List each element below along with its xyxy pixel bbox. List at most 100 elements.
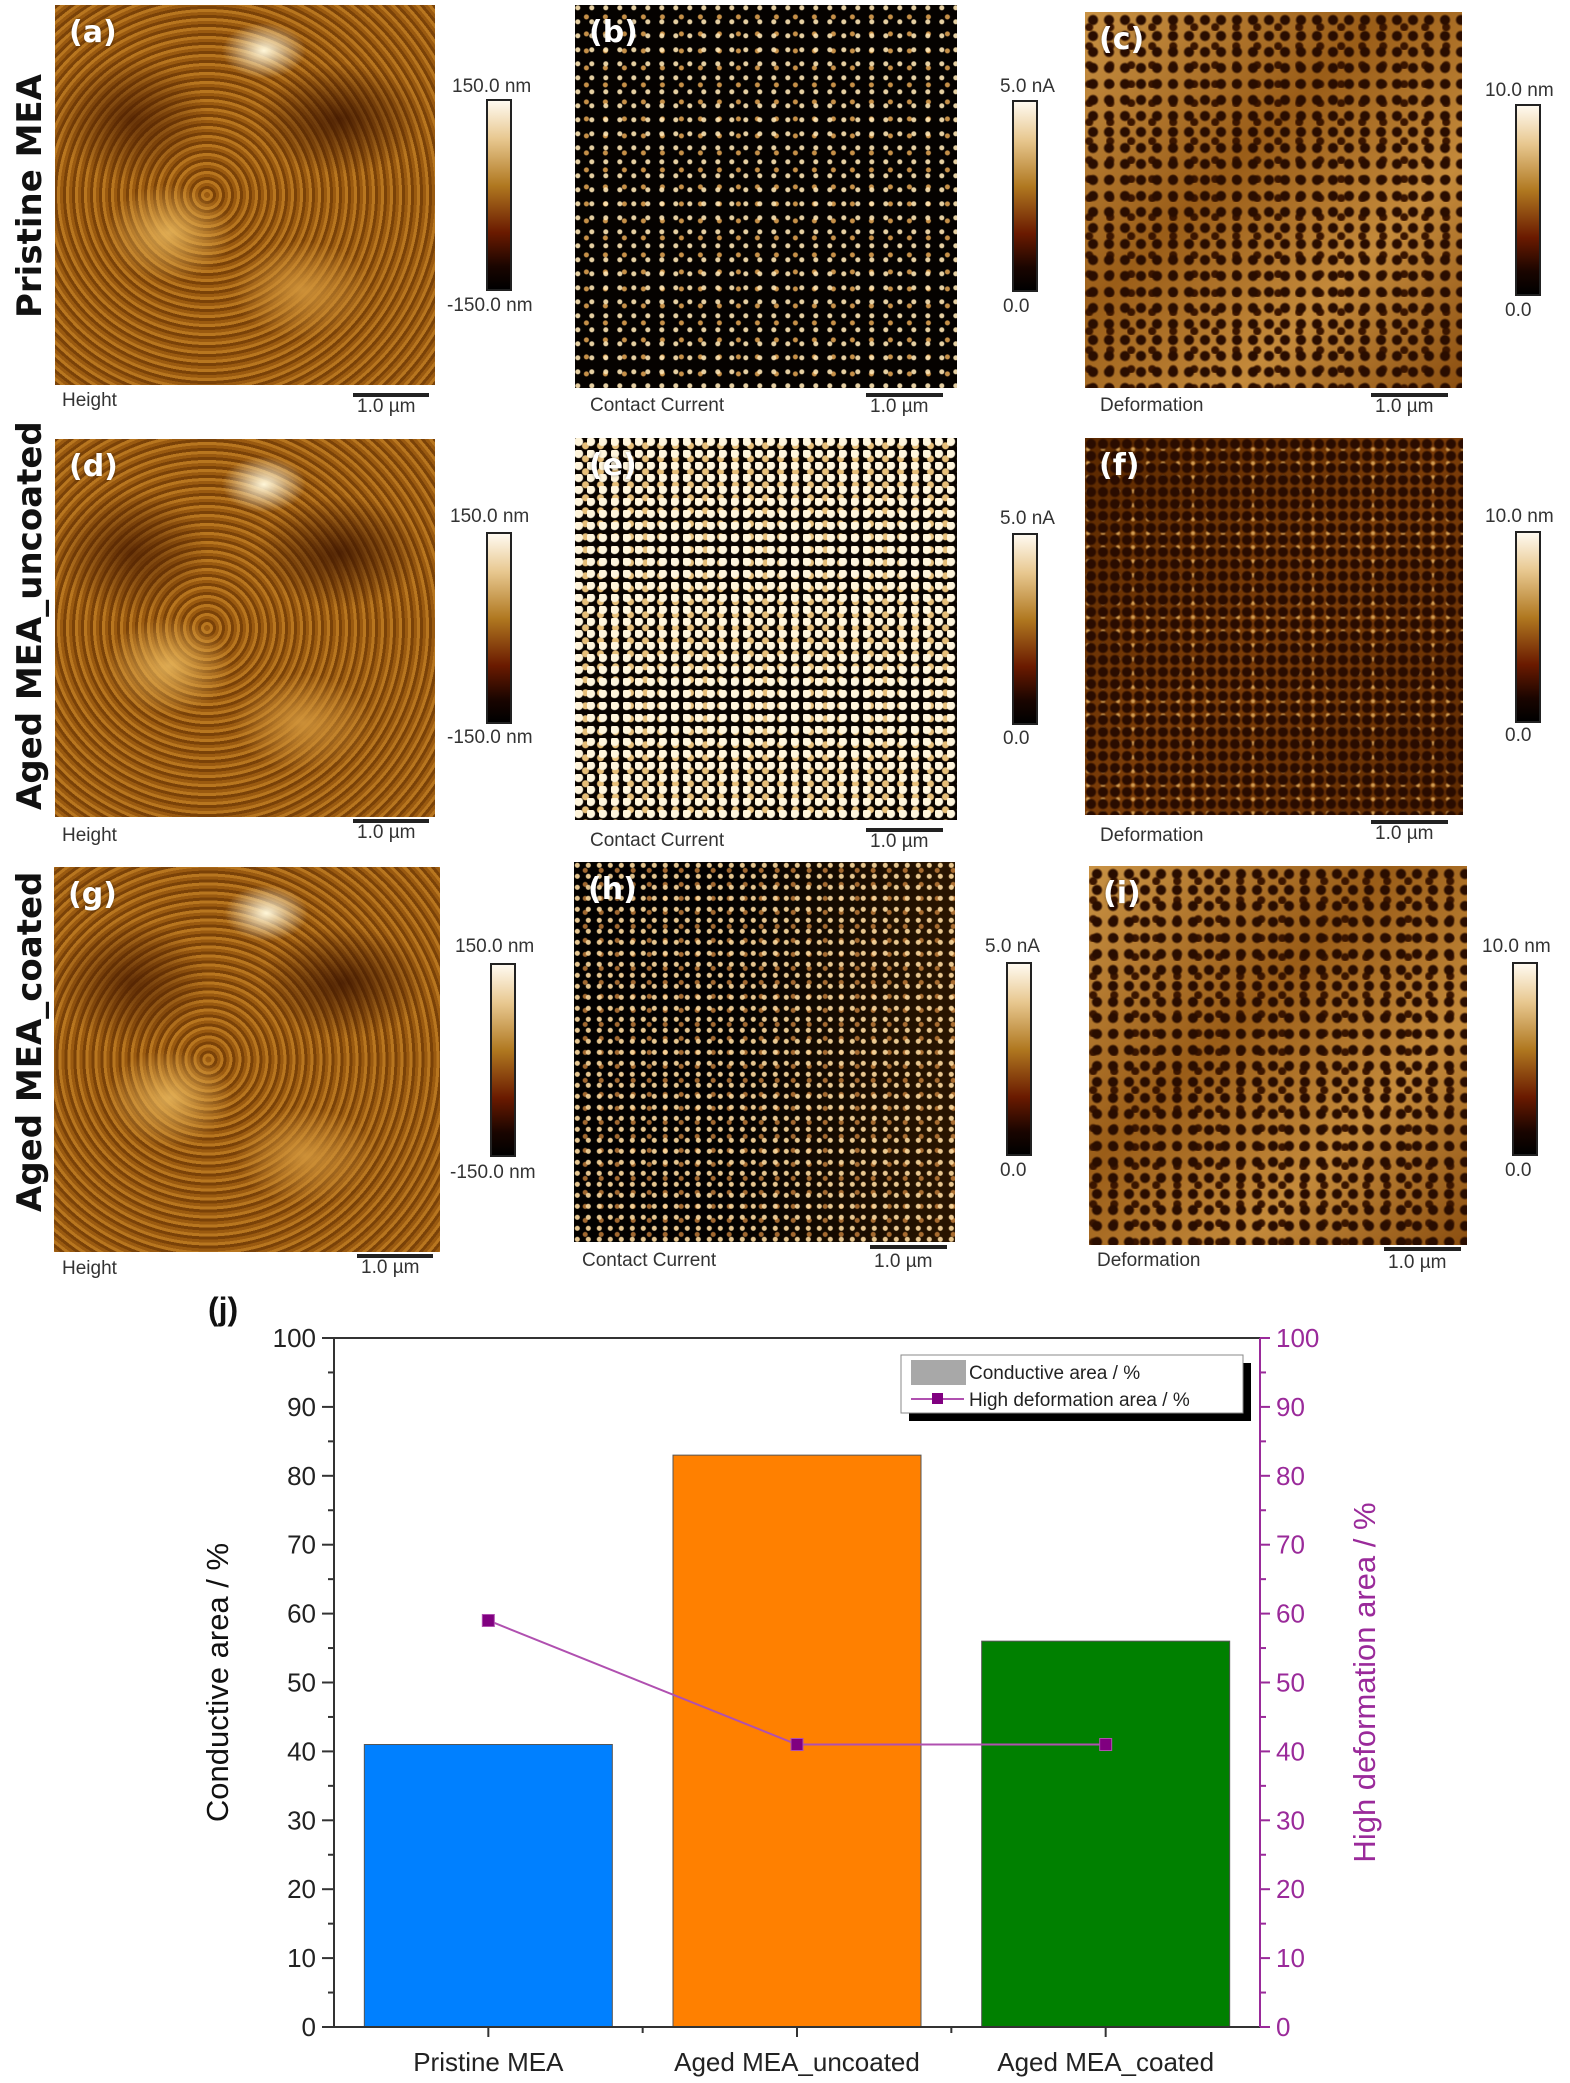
scale-label: 1.0 µm [357, 396, 416, 417]
y2-tick-label: 70 [1276, 1530, 1305, 1560]
scale-label: 1.0 µm [361, 1257, 420, 1278]
line-marker-3 [1099, 1738, 1113, 1752]
channel-label: Height [62, 390, 117, 411]
y-tick-label: 80 [287, 1461, 316, 1491]
line-marker-2 [790, 1738, 804, 1752]
y2-tick-label: 80 [1276, 1461, 1305, 1491]
row-label-aged-uncoated: Aged MEA_uncoated [10, 421, 50, 810]
y-tick-label: 40 [287, 1736, 316, 1766]
y-tick-label: 50 [287, 1668, 316, 1698]
panel-letter: (c) [1099, 22, 1145, 57]
afm-panel-d-height: (d) [55, 439, 435, 817]
panel-letter: (e) [589, 448, 637, 483]
panel-letter: (f) [1099, 448, 1140, 483]
scale-label: 1.0 µm [1388, 1252, 1447, 1273]
panel-letter: (h) [588, 872, 637, 907]
colorbar-max: 5.0 nA [985, 936, 1040, 957]
channel-label: Deformation [1100, 395, 1204, 416]
colorbar-max: 10.0 nm [1485, 80, 1554, 101]
colorbar-min: 0.0 [1505, 1160, 1532, 1181]
y-tick-label: 70 [287, 1530, 316, 1560]
scale-label: 1.0 µm [874, 1251, 933, 1272]
colorbar-max: 150.0 nm [455, 936, 535, 957]
colorbar-max: 10.0 nm [1482, 936, 1551, 957]
bar-1 [363, 1744, 613, 2028]
panel-letter: (g) [68, 877, 117, 912]
scale-label: 1.0 µm [870, 396, 929, 417]
y2-tick-label: 60 [1276, 1599, 1305, 1629]
y2-tick-label: 20 [1276, 1874, 1305, 1904]
scale-label: 1.0 µm [1375, 396, 1434, 417]
colorbar-min: 0.0 [1003, 296, 1030, 317]
channel-label: Height [62, 825, 117, 846]
scale-bar [870, 1245, 947, 1249]
afm-panel-h-current: (h) [574, 862, 955, 1242]
scale-bar [357, 1254, 433, 1258]
channel-label: Contact Current [590, 395, 725, 416]
colorbar-max: 10.0 nm [1485, 506, 1554, 527]
channel-label: Height [62, 1258, 117, 1279]
colorbar [490, 963, 516, 1157]
scale-label: 1.0 µm [870, 831, 929, 852]
legend-label-conductive: Conductive area / % [969, 1363, 1140, 1384]
channel-label: Deformation [1097, 1250, 1201, 1271]
colorbar-max: 5.0 nA [1000, 508, 1055, 529]
scale-label: 1.0 µm [1375, 823, 1434, 844]
afm-panel-i-deformation: (i) [1089, 866, 1467, 1245]
scale-bar [1371, 393, 1448, 397]
colorbar-max: 150.0 nm [452, 76, 532, 97]
colorbar-min: 0.0 [1505, 300, 1532, 321]
afm-panel-a-height: (a) [55, 5, 435, 385]
y-tick-label: 10 [287, 1943, 316, 1973]
y-tick-label: 90 [287, 1392, 316, 1422]
colorbar [486, 99, 512, 291]
panel-letter: (i) [1103, 876, 1141, 911]
panel-letter: (a) [69, 15, 117, 50]
y2-tick-label: 50 [1276, 1668, 1305, 1698]
colorbar-min: -150.0 nm [447, 295, 533, 316]
legend-marker [932, 1393, 943, 1404]
scale-bar [866, 393, 943, 397]
legend-swatch-bar [911, 1360, 966, 1385]
scale-label: 1.0 µm [357, 822, 416, 843]
scale-bar [353, 819, 429, 823]
afm-panel-b-current: (b) [575, 5, 957, 388]
x-tick-label: Pristine MEA [413, 2047, 564, 2077]
afm-panel-f-deformation: (f) [1085, 438, 1463, 815]
row-label-aged-coated: Aged MEA_coated [10, 871, 50, 1212]
colorbar-min: 0.0 [1003, 728, 1030, 749]
y-tick-label: 20 [287, 1874, 316, 1904]
y2-tick-label: 30 [1276, 1805, 1305, 1835]
y2-tick-label: 10 [1276, 1943, 1305, 1973]
bar-3 [981, 1640, 1231, 2028]
afm-panel-g-height: (g) [54, 867, 440, 1252]
y-axis-title: Conductive area / % [200, 1543, 235, 1822]
colorbar [1512, 962, 1538, 1156]
colorbar [1515, 104, 1541, 296]
colorbar-min: -150.0 nm [450, 1162, 536, 1183]
y-tick-label: 60 [287, 1599, 316, 1629]
colorbar-min: 0.0 [1000, 1160, 1027, 1181]
scale-bar [866, 828, 943, 832]
panel-letter: (b) [589, 15, 638, 50]
colorbar [1006, 962, 1032, 1156]
colorbar [1012, 100, 1038, 292]
y-tick-label: 100 [273, 1323, 316, 1353]
x-tick-label: Aged MEA_uncoated [674, 2047, 920, 2077]
scale-bar [1371, 820, 1448, 824]
colorbar-min: -150.0 nm [447, 727, 533, 748]
legend-label-deformation: High deformation area / % [969, 1390, 1190, 1411]
y-tick-label: 0 [302, 2012, 316, 2042]
afm-panel-c-deformation: (c) [1085, 12, 1462, 388]
chart-plot-area: (j) 0 10 20 30 40 50 60 70 80 90 100 0 10 20 30 40 50 60 70… [200, 1291, 1382, 2077]
row-label-pristine: Pristine MEA [10, 74, 50, 318]
panel-letter: (d) [69, 449, 118, 484]
panel-letter-j: (j) [208, 1291, 238, 1327]
bar-line-chart: (j) 0 10 20 30 40 50 60 70 80 90 100 0 10 20 30 40 50 60 70… [200, 1291, 1382, 2077]
colorbar [486, 532, 512, 724]
y2-tick-label: 0 [1276, 2012, 1290, 2042]
afm-panel-e-current: (e) [575, 438, 957, 820]
colorbar [1012, 533, 1038, 725]
channel-label: Deformation [1100, 825, 1204, 846]
y2-tick-label: 90 [1276, 1392, 1305, 1422]
